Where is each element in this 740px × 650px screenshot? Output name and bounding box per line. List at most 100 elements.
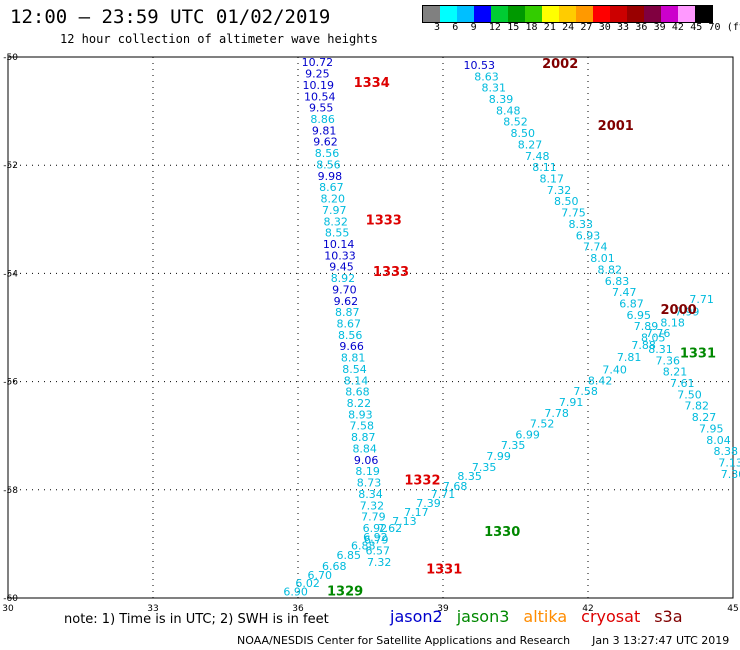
color-swatch — [678, 6, 695, 22]
swh-value: 6.95 — [627, 309, 652, 322]
swh-value: 8.52 — [503, 116, 528, 129]
swh-value: 8.39 — [489, 93, 514, 106]
swh-value: 7.32 — [360, 499, 385, 512]
pass-number-label: 1329 — [327, 584, 363, 599]
color-scale-label: 18 — [525, 22, 538, 33]
color-swatch — [423, 6, 440, 22]
swh-value: 6.85 — [337, 549, 362, 562]
swh-value: 8.01 — [590, 252, 615, 265]
swh-value: 8.32 — [323, 215, 348, 228]
swh-value: 6.99 — [515, 428, 540, 441]
swh-value: 8.48 — [496, 104, 521, 117]
color-scale-label: 9 — [470, 22, 477, 33]
color-swatch — [440, 6, 457, 22]
swh-value: 6.83 — [605, 275, 630, 288]
pass-number-label: 1331 — [426, 563, 462, 578]
swh-value: 8.93 — [348, 408, 373, 421]
satellite-legend: jason2 jason3 altika cryosat s3a — [390, 607, 697, 626]
swh-value: 9.25 — [305, 68, 330, 81]
pass-number-label: 2001 — [598, 119, 634, 134]
swh-value: 6.93 — [576, 229, 601, 242]
color-swatch — [576, 6, 593, 22]
swh-value: 8.18 — [660, 316, 685, 329]
swh-value: 7.61 — [670, 377, 695, 390]
swh-value: 8.54 — [342, 363, 367, 376]
swh-value: 8.17 — [540, 173, 565, 186]
swh-value: 9.62 — [313, 136, 338, 149]
swh-value: 7.89 — [634, 320, 659, 333]
swh-value: 7.40 — [602, 363, 627, 376]
footer-credit: NOAA/NESDIS Center for Satellite Applica… — [237, 634, 571, 647]
swh-value: 7.13 — [392, 515, 417, 528]
swh-value: 8.84 — [352, 442, 377, 455]
color-swatch — [474, 6, 491, 22]
swh-value: 7.58 — [573, 385, 598, 398]
color-scale-label: 39 — [653, 22, 666, 33]
swh-value: 7.62 — [378, 522, 403, 535]
swh-value: 8.92 — [331, 272, 356, 285]
swh-value: 7.48 — [525, 150, 550, 163]
swh-value: 8.67 — [319, 181, 344, 194]
swh-value: 8.55 — [325, 227, 350, 240]
swh-value: 9.62 — [334, 295, 359, 308]
color-swatch — [542, 6, 559, 22]
pass-number-label: 1331 — [680, 346, 716, 361]
lat-tick-label: -56 — [3, 378, 18, 388]
swh-value: 7.99 — [675, 306, 700, 319]
color-scale-label: 12 — [488, 22, 501, 33]
swh-value: 10.19 — [303, 79, 335, 92]
color-swatch — [695, 6, 712, 22]
swh-value: 8.27 — [518, 138, 543, 151]
swh-value: 7.13 — [718, 457, 740, 470]
page-subtitle: 12 hour collection of altimeter wave hei… — [60, 32, 378, 46]
color-scale-label: 6 — [452, 22, 459, 33]
lat-tick-label: -54 — [3, 269, 18, 279]
swh-value: 6.57 — [366, 545, 391, 558]
swh-value: 8.63 — [474, 70, 499, 83]
color-scale-label: 3 — [434, 22, 441, 33]
swh-value: 7.82 — [685, 400, 710, 413]
color-swatch — [627, 6, 644, 22]
color-swatch — [508, 6, 525, 22]
color-swatch — [457, 6, 474, 22]
swh-value: 6.70 — [308, 569, 333, 582]
pass-number-label: 2002 — [542, 57, 578, 72]
swh-value: 6.88 — [351, 539, 376, 552]
color-swatch — [610, 6, 627, 22]
swh-value: 7.32 — [367, 556, 392, 569]
pass-number-label: 1334 — [354, 76, 390, 91]
swh-value: 7.88 — [631, 339, 656, 352]
footer-timestamp: Jan 3 13:27:47 UTC 2019 — [592, 634, 730, 647]
swh-value: 8.27 — [692, 411, 717, 424]
swh-value: 8.68 — [345, 386, 370, 399]
color-scale-label: 30 — [598, 22, 611, 33]
swh-value: 6.02 — [295, 577, 320, 590]
swh-value: 8.22 — [347, 397, 372, 410]
swh-value: 8.50 — [511, 127, 536, 140]
color-scale-label: 45 — [690, 22, 703, 33]
color-scale-label: 36 — [635, 22, 648, 33]
swh-value: 6.87 — [619, 297, 644, 310]
swh-value: 8.81 — [341, 352, 366, 365]
color-scale-label: 15 — [507, 22, 520, 33]
pass-number-label: 1333 — [366, 214, 402, 229]
swh-value: 7.95 — [699, 422, 724, 435]
pass-number-label: 1332 — [404, 473, 440, 488]
swh-value: 8.67 — [337, 318, 362, 331]
color-scale-label: 70 — [708, 22, 721, 33]
swh-value: 6.92 — [363, 531, 388, 544]
swh-value: 8.56 — [315, 147, 340, 160]
swh-value: 9.70 — [332, 283, 357, 296]
lon-tick-label: 39 — [437, 604, 449, 614]
color-swatch — [661, 6, 678, 22]
page-title: 12:00 – 23:59 UTC 01/02/2019 — [10, 6, 331, 28]
swh-value: 8.05 — [641, 332, 666, 345]
swh-value: 9.66 — [339, 340, 364, 353]
swh-value: 10.33 — [324, 249, 356, 262]
swh-value: 8.42 — [588, 374, 613, 387]
pass-number-label: 1333 — [373, 265, 409, 280]
swh-value: 7.47 — [612, 286, 637, 299]
swh-value: 8.38 — [714, 445, 739, 458]
